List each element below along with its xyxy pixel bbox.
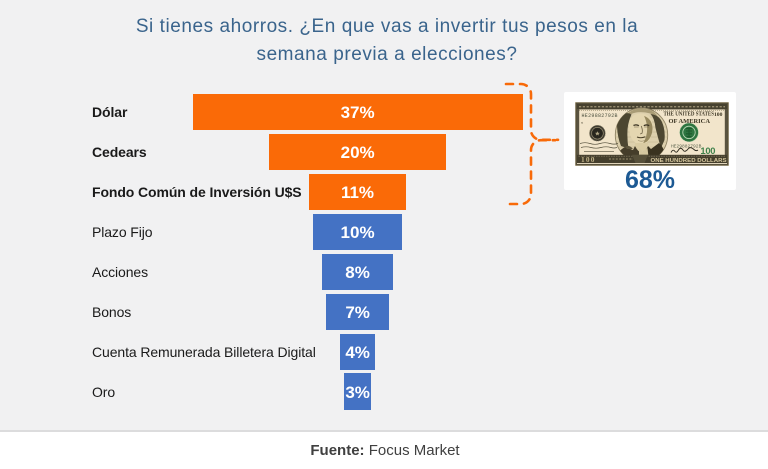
svg-text:HE29882792B: HE29882792B	[671, 143, 702, 149]
svg-text:100: 100	[700, 145, 715, 156]
svg-text:100: 100	[714, 112, 723, 118]
svg-text:HE29882792B: HE29882792B	[581, 113, 617, 119]
svg-text:◐: ◐	[581, 120, 584, 125]
svg-text:OF AMERICA: OF AMERICA	[668, 119, 710, 125]
svg-text:100: 100	[581, 155, 596, 164]
svg-text:ONE HUNDRED DOLLARS: ONE HUNDRED DOLLARS	[650, 158, 726, 164]
svg-text:THE UNITED STATES: THE UNITED STATES	[663, 110, 714, 117]
